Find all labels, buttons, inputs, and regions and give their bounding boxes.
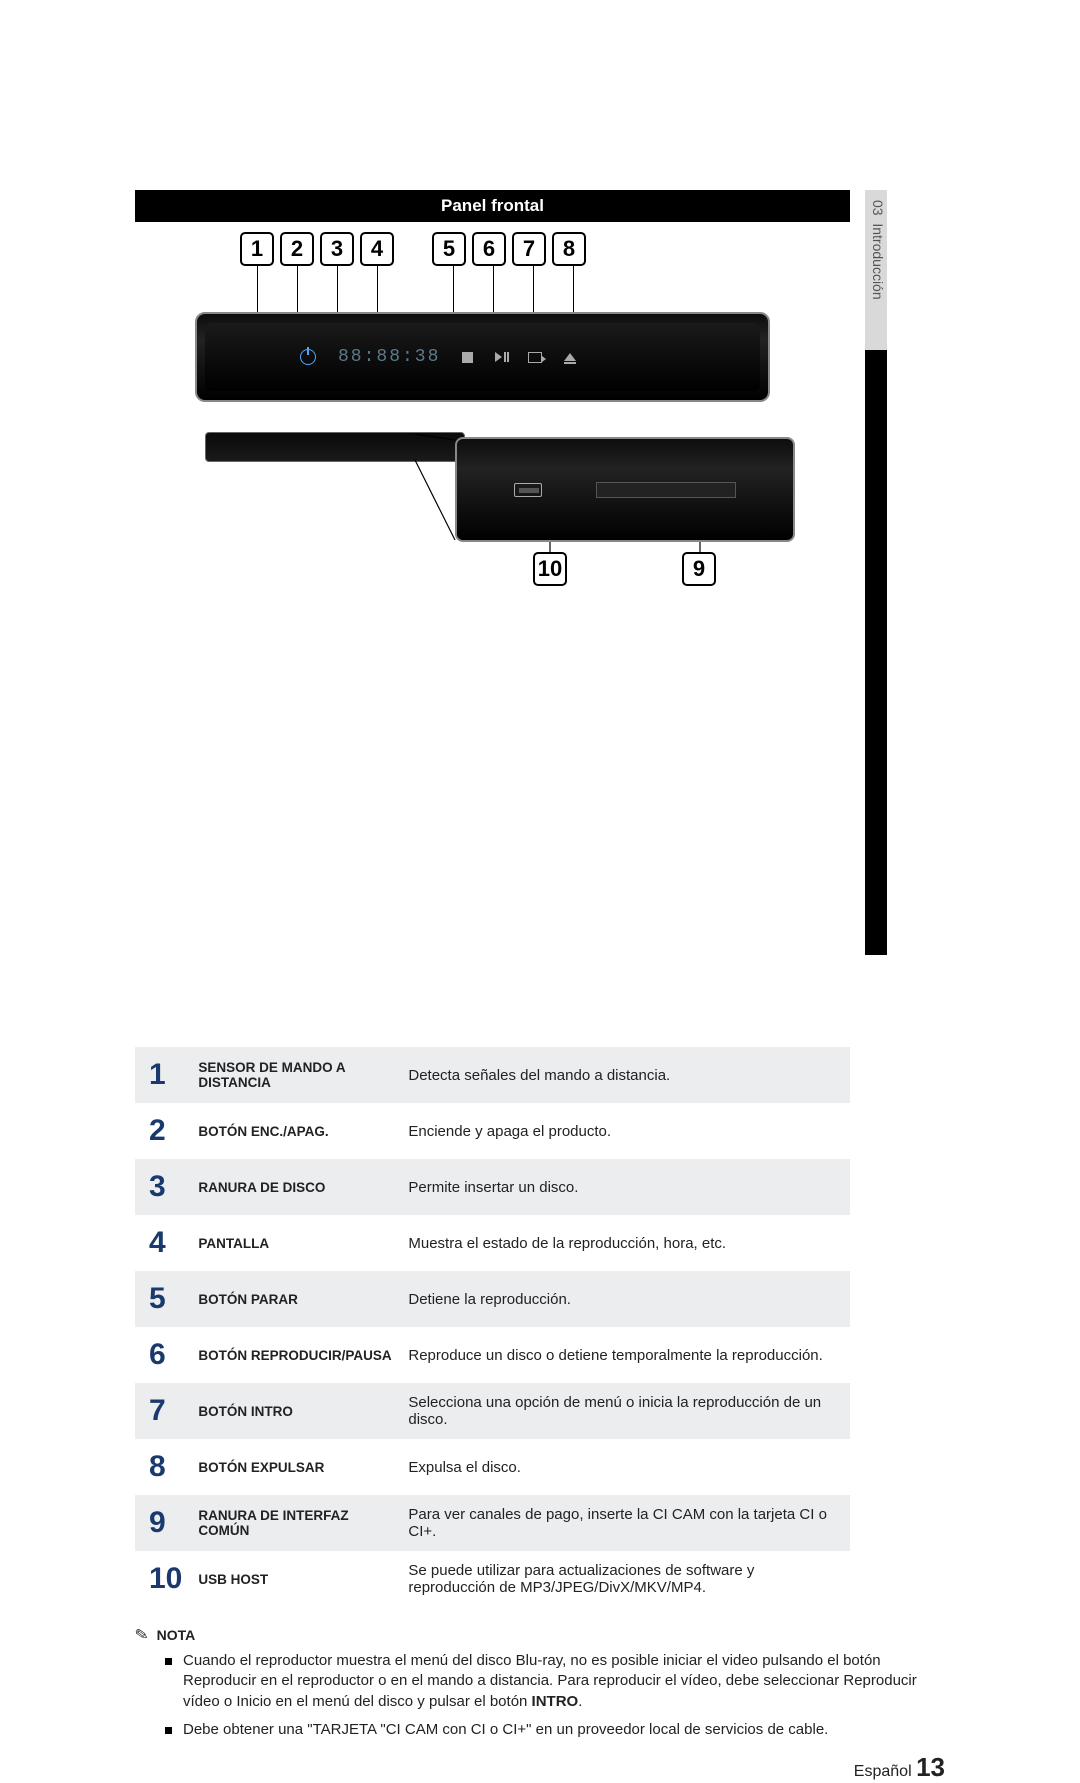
part-name: BOTÓN EXPULSAR: [190, 1439, 400, 1495]
part-desc: Expulsa el disco.: [400, 1439, 850, 1495]
part-desc: Muestra el estado de la reproducción, ho…: [400, 1215, 850, 1271]
ci-slot-icon: [596, 482, 736, 498]
note-item: Debe obtener una "TARJETA "CI CAM con CI…: [165, 1720, 945, 1740]
note-icon: ✎: [133, 1624, 150, 1646]
part-number: 10: [135, 1551, 190, 1607]
part-desc: Se puede utilizar para actualizaciones d…: [400, 1551, 850, 1607]
parts-row: 4PANTALLAMuestra el estado de la reprodu…: [135, 1215, 850, 1271]
top-callout-row: 1 2 3 4 5 6 7 8: [240, 232, 586, 266]
part-desc: Detecta señales del mando a distancia.: [400, 1047, 850, 1103]
part-name: BOTÓN ENC./APAG.: [190, 1103, 400, 1159]
callout-1: 1: [240, 232, 274, 266]
part-number: 6: [135, 1327, 190, 1383]
segment-display: 88:88:38: [338, 347, 440, 367]
parts-row: 3RANURA DE DISCOPermite insertar un disc…: [135, 1159, 850, 1215]
note-item: Cuando el reproductor muestra el menú de…: [165, 1651, 945, 1712]
part-desc: Para ver canales de pago, inserte la CI …: [400, 1495, 850, 1551]
part-name: BOTÓN INTRO: [190, 1383, 400, 1439]
stop-icon: [462, 352, 473, 363]
footer-lang: Español: [854, 1763, 912, 1780]
part-number: 4: [135, 1215, 190, 1271]
device-interface-view: [455, 437, 795, 542]
device-front-view: 88:88:38: [195, 312, 770, 402]
part-desc: Selecciona una opción de menú o inicia l…: [400, 1383, 850, 1439]
part-number: 3: [135, 1159, 190, 1215]
callout-5: 5: [432, 232, 466, 266]
part-name: RANURA DE INTERFAZ COMÚN: [190, 1495, 400, 1551]
part-name: USB HOST: [190, 1551, 400, 1607]
callout-3: 3: [320, 232, 354, 266]
part-number: 9: [135, 1495, 190, 1551]
parts-row: 9RANURA DE INTERFAZ COMÚNPara ver canale…: [135, 1495, 850, 1551]
callout-6: 6: [472, 232, 506, 266]
part-number: 8: [135, 1439, 190, 1495]
note-section: ✎ NOTA Cuando el reproductor muestra el …: [135, 1625, 945, 1740]
parts-row: 10USB HOSTSe puede utilizar para actuali…: [135, 1551, 850, 1607]
enter-icon: [528, 352, 542, 363]
part-desc: Reproduce un disco o detiene temporalmen…: [400, 1327, 850, 1383]
parts-row: 8BOTÓN EXPULSARExpulsa el disco.: [135, 1439, 850, 1495]
callout-10: 10: [533, 552, 567, 586]
part-number: 5: [135, 1271, 190, 1327]
bottom-callout-row: 10 9: [533, 552, 716, 586]
footer-page: 13: [916, 1752, 945, 1782]
usb-port-icon: [514, 483, 542, 497]
part-name: RANURA DE DISCO: [190, 1159, 400, 1215]
play-pause-icon: [495, 352, 506, 362]
leader-3: [337, 266, 338, 312]
part-number: 7: [135, 1383, 190, 1439]
part-name: BOTÓN PARAR: [190, 1271, 400, 1327]
parts-row: 5BOTÓN PARARDetiene la reproducción.: [135, 1271, 850, 1327]
note-list: Cuando el reproductor muestra el menú de…: [135, 1651, 945, 1740]
note-label: NOTA: [157, 1627, 196, 1643]
parts-table: 1SENSOR DE MANDO A DISTANCIADetecta seña…: [135, 1047, 850, 1607]
device-mini-view: [205, 432, 465, 462]
part-number: 1: [135, 1047, 190, 1103]
parts-row: 6BOTÓN REPRODUCIR/PAUSAReproduce un disc…: [135, 1327, 850, 1383]
leader-1: [257, 266, 258, 316]
callout-2: 2: [280, 232, 314, 266]
section-title: Panel frontal: [135, 190, 850, 222]
part-number: 2: [135, 1103, 190, 1159]
callout-8: 8: [552, 232, 586, 266]
page-footer: Español 13: [854, 1752, 945, 1783]
power-icon: [300, 349, 316, 365]
part-name: SENSOR DE MANDO A DISTANCIA: [190, 1047, 400, 1103]
parts-row: 7BOTÓN INTROSelecciona una opción de men…: [135, 1383, 850, 1439]
part-desc: Permite insertar un disco.: [400, 1159, 850, 1215]
device-control-strip: 88:88:38: [205, 323, 760, 391]
part-desc: Detiene la reproducción.: [400, 1271, 850, 1327]
part-desc: Enciende y apaga el producto.: [400, 1103, 850, 1159]
front-panel-diagram: 1 2 3 4 5 6 7 8 88:88:38: [135, 232, 850, 632]
page-content: Panel frontal 1 2 3 4 5 6 7 8 88:88:38: [135, 190, 945, 1748]
callout-4: 4: [360, 232, 394, 266]
parts-row: 1SENSOR DE MANDO A DISTANCIADetecta seña…: [135, 1047, 850, 1103]
part-name: PANTALLA: [190, 1215, 400, 1271]
callout-9: 9: [682, 552, 716, 586]
part-name: BOTÓN REPRODUCIR/PAUSA: [190, 1327, 400, 1383]
callout-7: 7: [512, 232, 546, 266]
eject-icon: [564, 353, 576, 361]
parts-row: 2BOTÓN ENC./APAG.Enciende y apaga el pro…: [135, 1103, 850, 1159]
